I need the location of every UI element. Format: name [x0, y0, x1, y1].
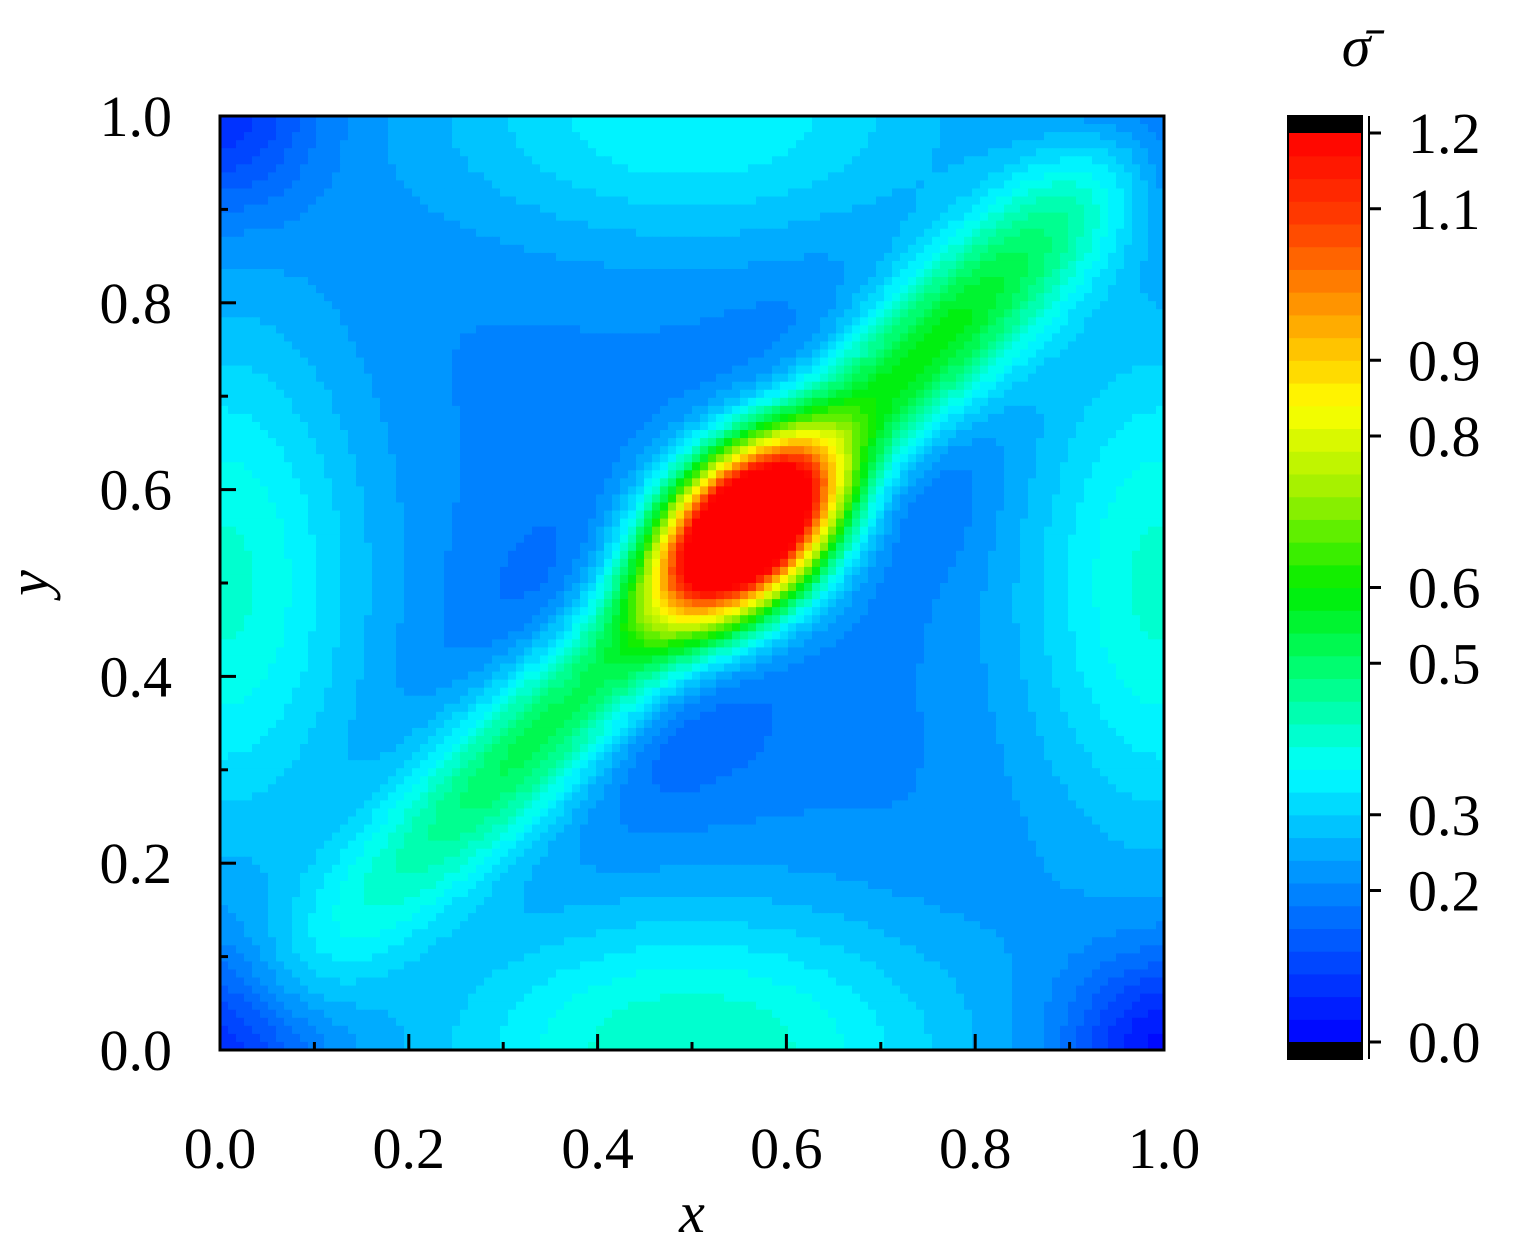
- colorbar-band: [1288, 814, 1362, 839]
- colorbar-tick-label: 1.1: [1408, 177, 1481, 242]
- colorbar-band: [1288, 973, 1362, 998]
- colorbar-band: [1288, 564, 1362, 589]
- colorbar-band: [1288, 496, 1362, 520]
- colorbar-band: [1288, 678, 1362, 702]
- colorbar-band: [1288, 337, 1362, 361]
- y-tick-label: 0.0: [100, 1018, 173, 1083]
- colorbar-band: [1288, 542, 1362, 566]
- colorbar-tick-label: 0.9: [1408, 328, 1481, 393]
- y-tick-label: 0.6: [100, 458, 173, 523]
- colorbar-axis: 0.0 0.2 0.3 0.5 0.6 0.8 0.9 1.1 1.2: [1368, 101, 1481, 1075]
- x-tick-label: 1.0: [1128, 1116, 1201, 1181]
- colorbar-tick-label: 1.2: [1408, 101, 1481, 166]
- colorbar: [1287, 115, 1363, 1060]
- colorbar-band: [1288, 928, 1362, 952]
- colorbar-band: [1288, 792, 1362, 816]
- x-axis-label: x: [678, 1180, 705, 1245]
- colorbar-tick-label: 0.6: [1408, 556, 1481, 621]
- colorbar-tick-label: 0.3: [1408, 783, 1481, 848]
- colorbar-band: [1288, 860, 1362, 884]
- colorbar-band: [1288, 905, 1362, 929]
- colorbar-tick-label: 0.2: [1408, 859, 1481, 924]
- colorbar-band: [1288, 269, 1362, 293]
- colorbar-band: [1288, 292, 1362, 316]
- colorbar-title: σ̄: [1342, 14, 1386, 79]
- colorbar-tick-label: 0.0: [1408, 1010, 1481, 1075]
- x-axis: 0.0 0.2 0.4 0.6 0.8 1.0: [184, 1034, 1201, 1181]
- colorbar-band: [1288, 428, 1362, 452]
- y-tick-label: 1.0: [100, 84, 173, 149]
- colorbar-band: [1288, 405, 1362, 430]
- colorbar-under-cap: [1288, 1042, 1362, 1059]
- colorbar-tick-label: 0.5: [1408, 631, 1481, 696]
- colorbar-band: [1288, 133, 1362, 157]
- colorbar-band: [1288, 201, 1362, 225]
- colorbar-band: [1288, 587, 1362, 611]
- colorbar-band: [1288, 996, 1362, 1020]
- colorbar-band: [1288, 246, 1362, 270]
- colorbar-over-cap: [1288, 116, 1362, 133]
- colorbar-band: [1288, 610, 1362, 634]
- colorbar-band: [1288, 519, 1362, 543]
- y-axis: 0.0 0.2 0.4 0.6 0.8 1.0: [100, 84, 236, 1083]
- colorbar-band: [1288, 723, 1362, 748]
- colorbar-band: [1288, 451, 1362, 475]
- colorbar-band: [1288, 223, 1362, 248]
- y-axis-label: y: [0, 570, 61, 601]
- colorbar-frame: [1287, 115, 1363, 1060]
- colorbar-band: [1288, 382, 1362, 407]
- colorbar-band: [1288, 632, 1362, 657]
- colorbar-band: [1288, 314, 1362, 339]
- colorbar-band: [1288, 178, 1362, 202]
- colorbar-band: [1288, 701, 1362, 725]
- contour-field: [220, 116, 1164, 1050]
- y-tick-label: 0.8: [100, 271, 173, 336]
- x-tick-label: 0.6: [750, 1116, 823, 1181]
- colorbar-band: [1288, 746, 1362, 770]
- x-tick-label: 0.8: [939, 1116, 1012, 1181]
- colorbar-band: [1288, 473, 1362, 498]
- colorbar-band: [1288, 360, 1362, 384]
- colorbar-band: [1288, 769, 1362, 793]
- y-tick-label: 0.4: [100, 644, 173, 709]
- colorbar-band: [1288, 837, 1362, 861]
- colorbar-band: [1288, 1019, 1362, 1043]
- x-tick-label: 0.4: [561, 1116, 634, 1181]
- colorbar-band: [1288, 951, 1362, 975]
- colorbar-band: [1288, 155, 1362, 180]
- colorbar-band: [1288, 655, 1362, 679]
- colorbar-band: [1288, 882, 1362, 907]
- y-tick-label: 0.2: [100, 831, 173, 896]
- x-tick-label: 0.2: [373, 1116, 446, 1181]
- colorbar-tick-label: 0.8: [1408, 404, 1481, 469]
- x-tick-label: 0.0: [184, 1116, 257, 1181]
